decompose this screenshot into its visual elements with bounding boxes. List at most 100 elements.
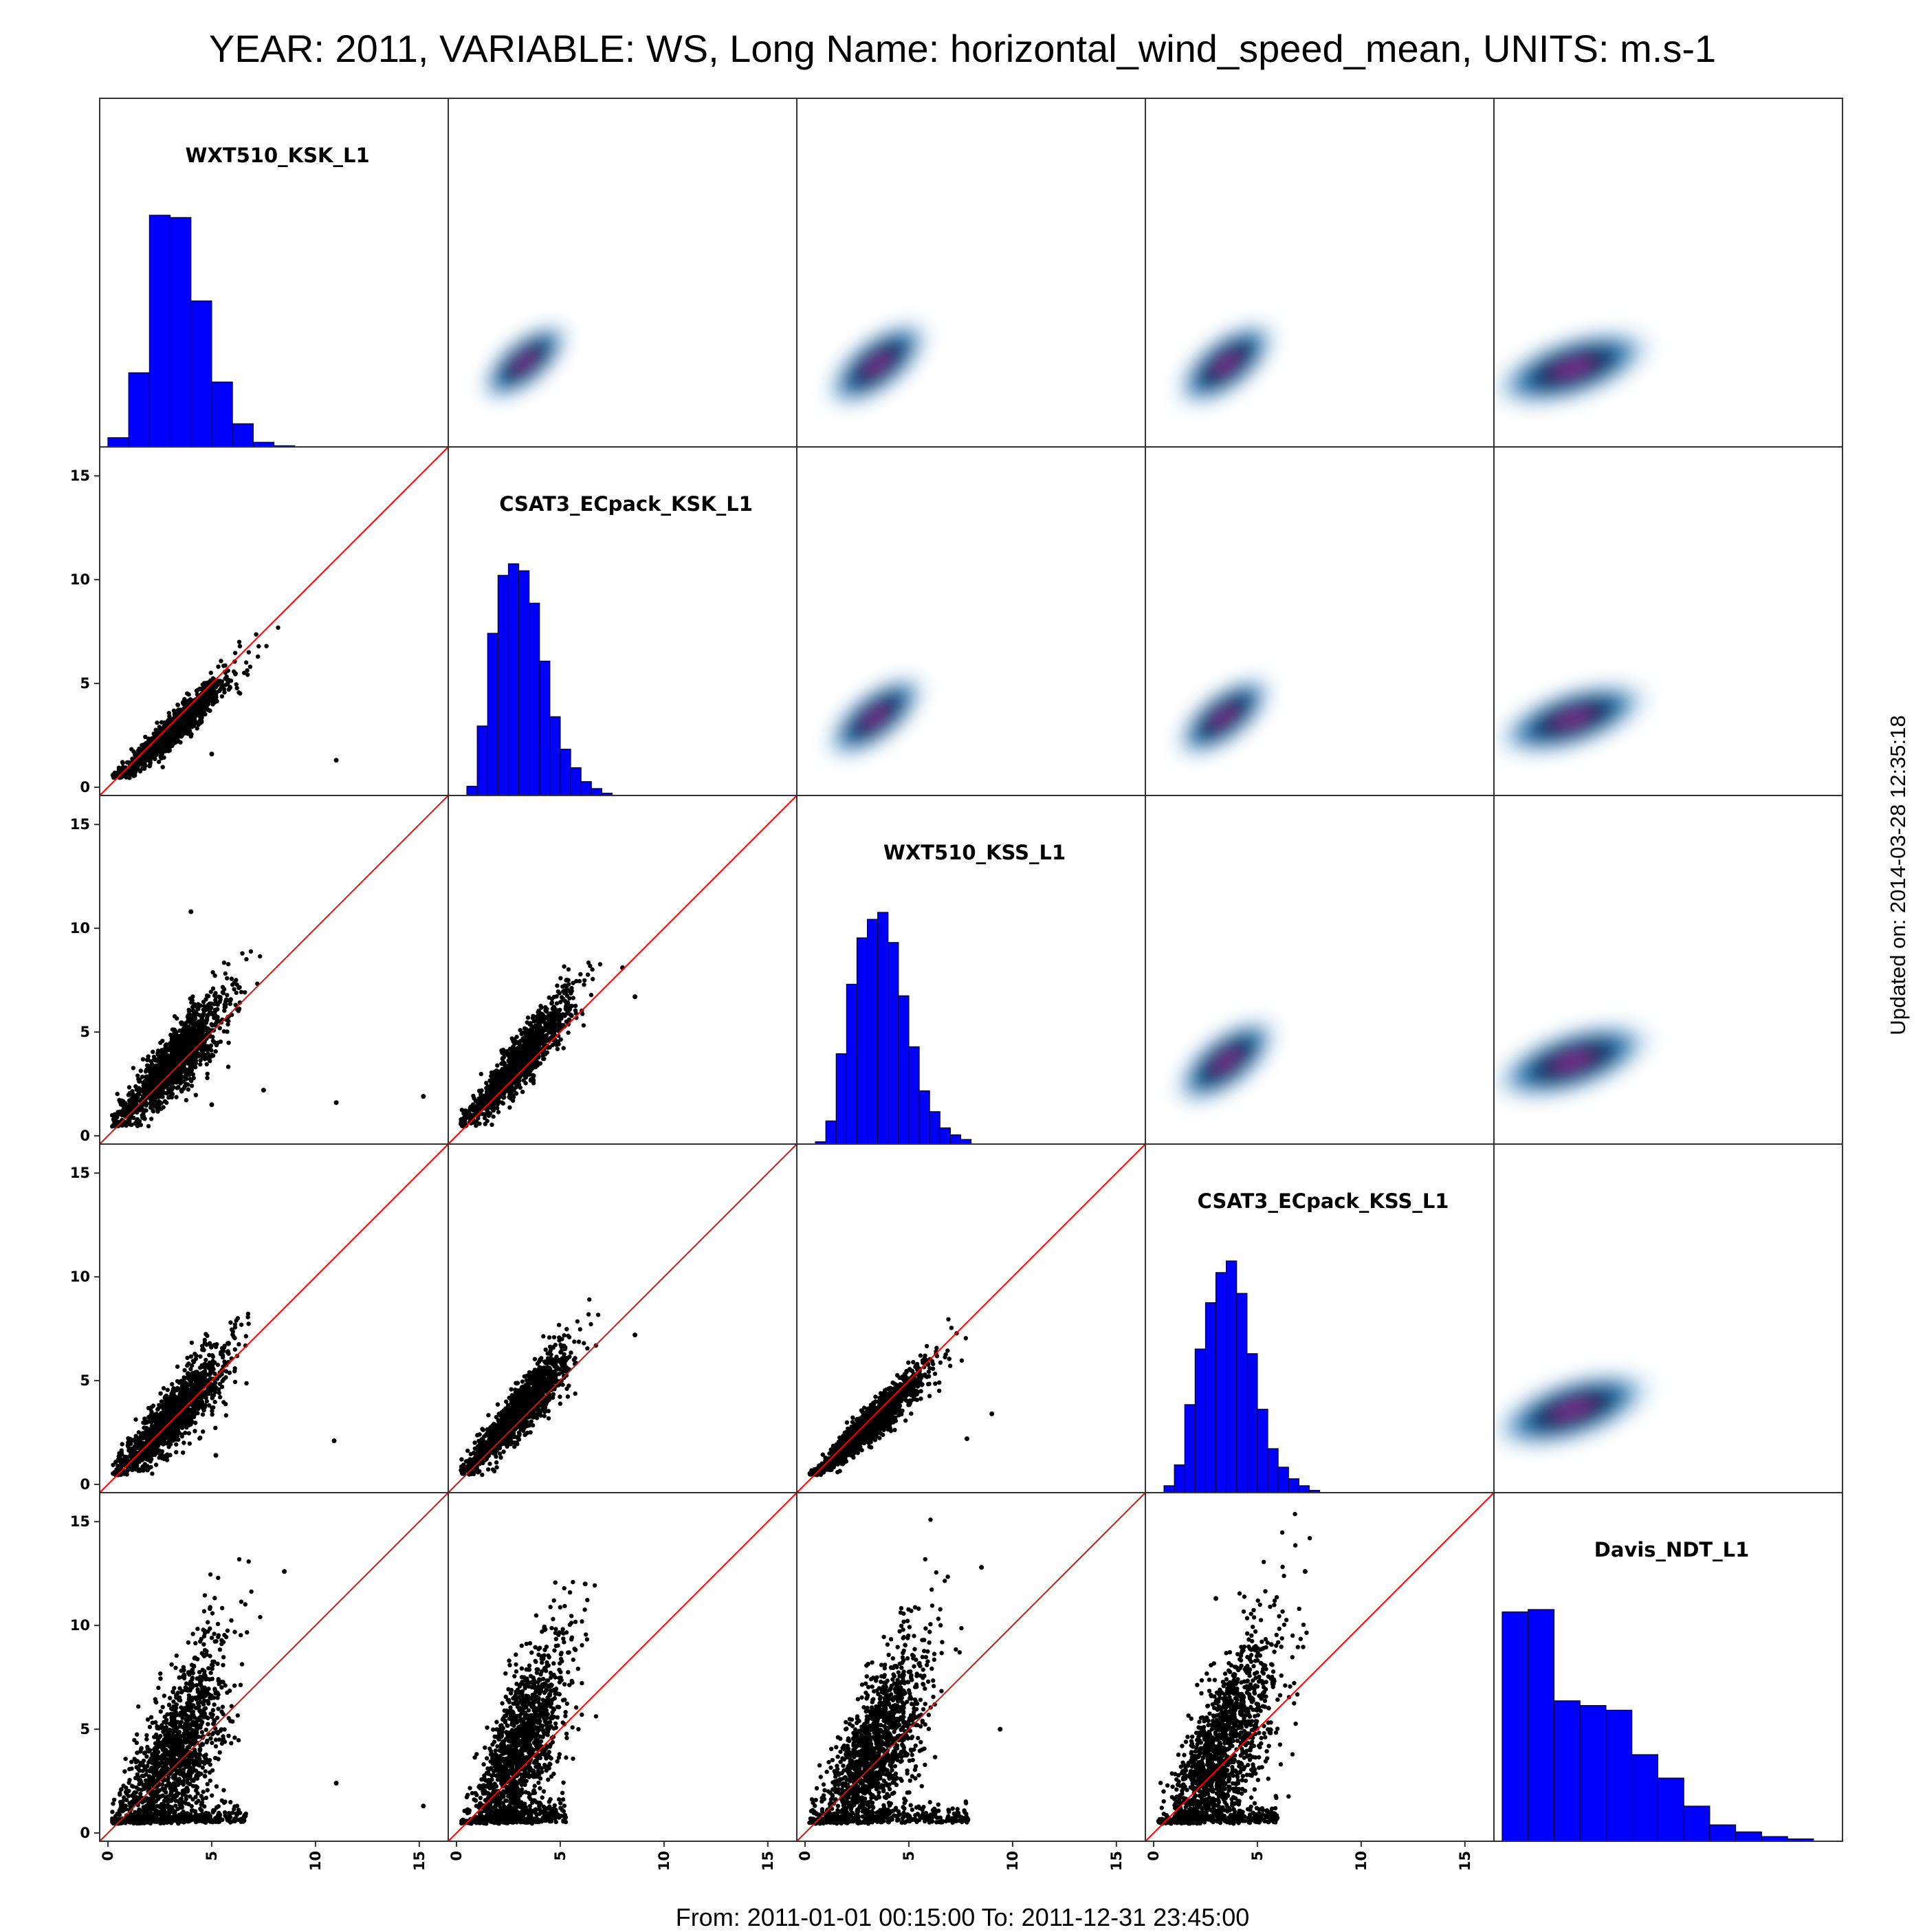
scatter-point	[223, 1402, 228, 1407]
scatter-point	[213, 1425, 218, 1430]
scatter-point	[157, 1092, 162, 1097]
scatter-point	[491, 1114, 496, 1119]
scatter-point	[187, 1441, 192, 1446]
scatter-point	[199, 712, 204, 717]
scatter-point	[463, 1110, 468, 1115]
scatter-point	[500, 1055, 505, 1060]
scatter-point	[199, 1024, 204, 1029]
scatter-point	[214, 699, 219, 703]
scatter-point	[507, 1071, 512, 1077]
scatter-point	[244, 1381, 249, 1386]
density-layer	[470, 310, 1669, 1458]
scatter-point	[164, 741, 168, 746]
scatter-point	[186, 1007, 191, 1013]
scatter-point	[520, 1089, 525, 1095]
density-panel-Davis_NDT_L1-vs-CSAT3_ECpack_KSS_L1	[1494, 1361, 1669, 1458]
scatter-point	[151, 1049, 155, 1055]
scatter-point	[226, 962, 231, 967]
scatter-point	[130, 1089, 135, 1094]
scatter-point	[503, 1066, 507, 1071]
scatter-point	[179, 727, 184, 732]
scatter-point	[175, 725, 180, 730]
scatter-point	[183, 712, 188, 717]
scatter-point	[190, 1026, 195, 1031]
scatter-point	[185, 1058, 190, 1064]
scatter-point	[234, 990, 239, 996]
scatter-point	[223, 683, 228, 688]
scatter-panel-WXT510_KSK_L1-vs-WXT510_KSS_L1	[109, 909, 426, 1129]
scatter-point	[157, 1073, 162, 1079]
scatter-point	[248, 664, 253, 669]
scatter-point	[536, 1040, 541, 1046]
scatter-point	[208, 1009, 213, 1015]
scatter-point	[582, 978, 587, 983]
scatter-point	[554, 1011, 559, 1016]
scatter-point	[528, 1054, 533, 1059]
scatter-point	[492, 1072, 496, 1077]
scatter-point	[138, 1068, 143, 1073]
scatter-point	[229, 976, 234, 981]
scatter-point	[212, 1007, 218, 1013]
page-title: YEAR: 2011, VARIABLE: WS, Long Name: hor…	[208, 27, 1717, 70]
scatter-point	[206, 692, 210, 697]
scatter-point	[161, 1105, 166, 1110]
scatter-point	[544, 1036, 549, 1042]
scatter-point	[571, 980, 575, 985]
scatter-point	[137, 1092, 142, 1097]
scatter-point	[186, 1431, 191, 1436]
scatter-point	[220, 985, 226, 989]
scatter-point	[165, 1387, 170, 1392]
scatter-point	[165, 737, 170, 742]
scatter-point	[155, 1051, 160, 1056]
density-panel-Davis_NDT_L1-vs-WXT510_KSK_L1	[1494, 319, 1669, 417]
scatter-point	[500, 1078, 505, 1083]
scatter-point	[148, 1117, 154, 1121]
scatter-point	[555, 1046, 560, 1051]
scatter-point	[204, 1026, 208, 1031]
density-panel-CSAT3_ECpack_KSS_L1-vs-CSAT3_ECpack_KSK_L1	[1165, 666, 1284, 768]
scatter-point	[586, 960, 591, 965]
scatter-point	[548, 1024, 553, 1029]
scatter-point	[198, 1003, 203, 1008]
scatter-point	[210, 986, 216, 991]
scatter-panel-WXT510_KSK_L1-vs-CSAT3_ECpack_KSK_L1	[110, 625, 339, 780]
scatter-point	[201, 1364, 206, 1370]
scatter-point	[521, 1058, 527, 1063]
scatter-point	[537, 1032, 542, 1037]
scatter-point	[507, 1095, 512, 1099]
scatter-point	[188, 1030, 193, 1035]
scatter-point	[179, 1028, 184, 1033]
scatter-point	[460, 1122, 465, 1127]
scatter-point	[509, 1036, 514, 1041]
scatter-point	[500, 1051, 506, 1056]
scatter-point	[223, 1375, 228, 1380]
scatter-point	[559, 995, 564, 1000]
scatter-point	[225, 976, 230, 981]
scatter-point	[138, 762, 143, 767]
scatter-point	[551, 1031, 556, 1037]
scatter-point	[186, 1087, 190, 1092]
scatter-point	[256, 644, 261, 649]
scatter-point	[135, 1123, 140, 1128]
scatter-point	[222, 1008, 227, 1013]
scatter-point	[113, 1118, 118, 1123]
scatter-point	[208, 699, 213, 703]
density-core	[1165, 311, 1288, 417]
scatter-point	[169, 1087, 175, 1093]
scatter-point	[208, 1043, 214, 1049]
scatter-point	[143, 758, 148, 763]
scatter-point	[495, 1063, 500, 1068]
scatter-point	[192, 1020, 197, 1024]
scatter-point	[509, 1050, 514, 1055]
scatter-panel-WXT510_KSK_L1-vs-CSAT3_ECpack_KSS_L1	[111, 1311, 337, 1478]
scatter-point	[577, 978, 582, 984]
scatter-point	[148, 1104, 154, 1108]
scatter-point	[566, 1030, 571, 1035]
scatter-point	[184, 1020, 188, 1026]
scatter-point	[141, 1080, 146, 1086]
scatter-point	[477, 1121, 482, 1126]
scatter-point	[496, 1082, 501, 1088]
scatter-point	[208, 670, 213, 675]
scatter-point	[558, 1007, 562, 1013]
